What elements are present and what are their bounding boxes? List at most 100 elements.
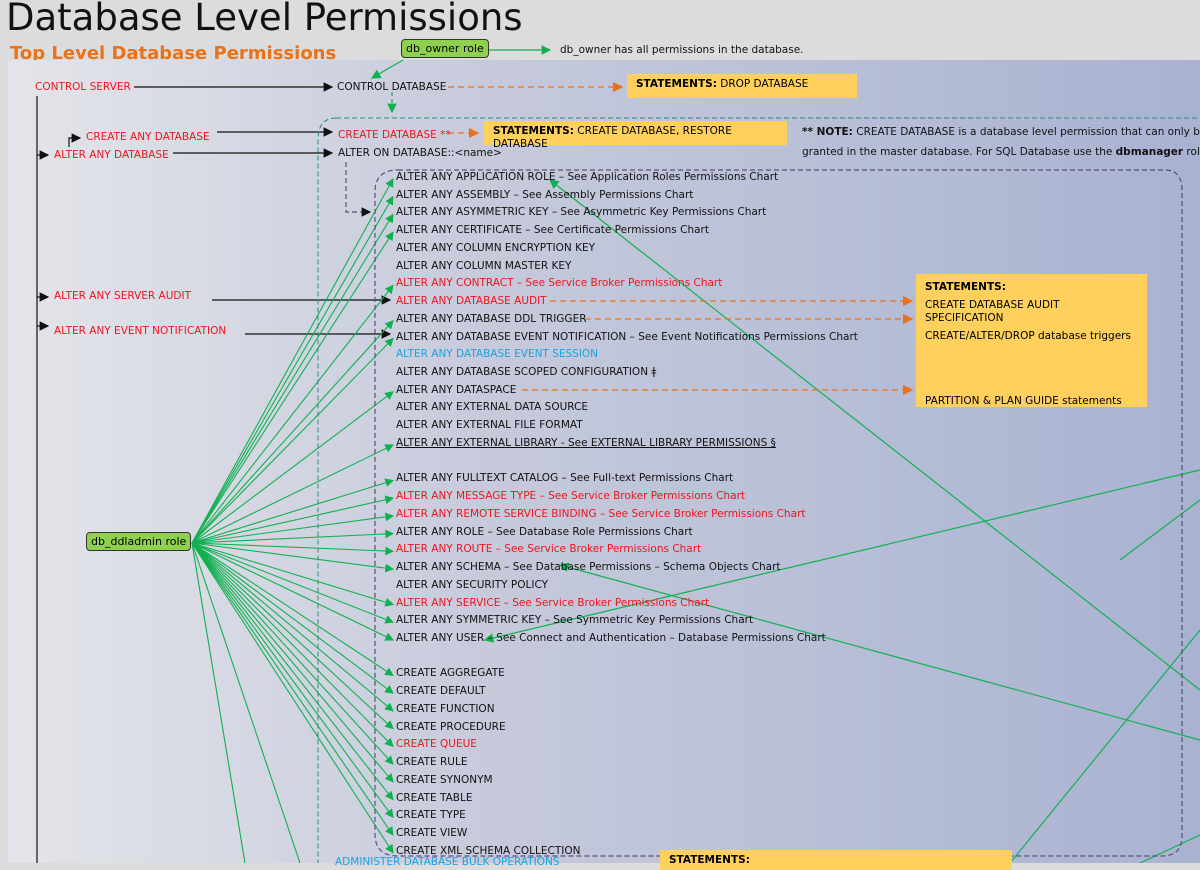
ddladmin-arrow — [191, 542, 394, 836]
permission-item: ALTER ANY DATABASE DDL TRIGGER — [396, 312, 587, 325]
permission-item: CREATE TYPE — [396, 809, 466, 822]
permission-item: CREATE DEFAULT — [396, 685, 486, 698]
statements-drop-box: STATEMENTS: DROP DATABASE — [627, 74, 857, 98]
statements-label: STATEMENTS: — [636, 78, 717, 90]
permission-item: ALTER ANY CONTRACT – See Service Broker … — [396, 277, 723, 290]
diagram-panel — [8, 60, 1200, 863]
section-title: Top Level Database Permissions — [10, 43, 337, 64]
permission-item: ALTER ANY COLUMN MASTER KEY — [396, 259, 572, 272]
ddladmin-arrow — [191, 542, 394, 765]
ddladmin-arrow — [191, 542, 394, 748]
db-ddladmin-role: db_ddladmin role — [86, 532, 192, 551]
permission-item: ALTER ANY USER – See Connect and Authent… — [396, 631, 826, 644]
permission-item: CREATE XML SCHEMA COLLECTION — [396, 844, 581, 857]
ddladmin-arrow — [191, 529, 395, 544]
ddladmin-arrow — [191, 542, 394, 694]
statements-audit: CREATE DATABASE AUDIT SPECIFICATION — [925, 299, 1060, 324]
ddladmin-arrow — [191, 231, 394, 544]
note-line-1: ** NOTE: CREATE DATABASE is a database l… — [802, 126, 1200, 139]
create-any-database: CREATE ANY DATABASE — [86, 131, 210, 143]
permission-item: CREATE PROCEDURE — [396, 720, 506, 733]
permission-item: CREATE TABLE — [396, 791, 473, 804]
alter-any-event-notification: ALTER ANY EVENT NOTIFICATION — [54, 325, 227, 337]
ddladmin-arrow — [191, 542, 246, 863]
ddladmin-arrow — [191, 178, 394, 544]
permission-item: ALTER ANY EXTERNAL LIBRARY - See EXTERNA… — [396, 436, 776, 449]
permission-item: ALTER ANY DATABASE AUDIT — [396, 295, 547, 308]
ddladmin-arrow — [191, 542, 394, 854]
alter-on-database: ALTER ON DATABASE::<name> — [338, 147, 502, 159]
statements-partition: PARTITION & PLAN GUIDE statements — [925, 395, 1122, 407]
page-title: Database Level Permissions — [6, 0, 523, 39]
statements-label: STATEMENTS: — [493, 125, 574, 137]
permission-item: ALTER ANY ROUTE – See Service Broker Per… — [396, 543, 702, 556]
permission-item: ALTER ANY EXTERNAL DATA SOURCE — [396, 401, 589, 414]
permission-item: ALTER ANY SERVICE – See Service Broker P… — [396, 596, 710, 609]
permission-item: ALTER ANY CERTIFICATE – See Certificate … — [396, 224, 709, 237]
ddladmin-arrow — [191, 542, 395, 607]
permission-item: ALTER ANY DATABASE EVENT NOTIFICATION – … — [396, 330, 858, 343]
ddladmin-arrow — [191, 444, 394, 544]
statements-create-box: STATEMENTS: CREATE DATABASE, RESTORE DAT… — [484, 121, 787, 150]
note-label: ** NOTE: — [802, 126, 853, 138]
ddladmin-arrow — [191, 542, 394, 677]
permission-item: ALTER ANY APPLICATION ROLE – See Applica… — [396, 171, 779, 183]
permission-item: ALTER ANY ASSEMBLY – See Assembly Permis… — [396, 188, 694, 201]
statements-audit-box: STATEMENTS: CREATE DATABASE AUDIT SPECIF… — [916, 274, 1147, 407]
ddladmin-arrow — [191, 195, 394, 544]
control-database: CONTROL DATABASE — [337, 81, 447, 93]
db-owner-role: db_owner role — [401, 39, 489, 58]
permission-item: ALTER ANY FULLTEXT CATALOG – See Full-te… — [396, 472, 734, 485]
ddladmin-arrow — [191, 320, 394, 544]
ddladmin-arrow — [191, 542, 395, 573]
note-line-2: granted in the master database. For SQL … — [802, 146, 1200, 159]
ddladmin-arrow — [191, 542, 394, 801]
ddladmin-arrow — [191, 512, 395, 544]
permission-item: CREATE QUEUE — [396, 738, 477, 751]
permission-item: ALTER ANY COLUMN ENCRYPTION KEY — [396, 241, 596, 254]
ddladmin-arrow — [191, 542, 394, 819]
permission-item: CREATE VIEW — [396, 827, 468, 839]
permission-item: ALTER ANY ASYMMETRIC KEY – See Asymmetri… — [396, 206, 767, 219]
permission-item: ALTER ANY ROLE – See Database Role Permi… — [396, 525, 693, 538]
ddladmin-arrow — [191, 213, 394, 544]
ddladmin-arrow — [191, 542, 394, 641]
ddladmin-arrow — [191, 542, 395, 556]
alter-any-server-audit: ALTER ANY SERVER AUDIT — [54, 290, 191, 302]
statements-triggers: CREATE/ALTER/DROP database triggers — [925, 330, 1131, 342]
note-text: granted in the master database. For SQL … — [802, 146, 1116, 158]
create-database: CREATE DATABASE ** — [338, 129, 451, 141]
db-owner-note: db_owner has all permissions in the data… — [560, 44, 804, 56]
permission-item: CREATE SYNONYM — [396, 773, 493, 786]
statements-label: STATEMENTS: — [669, 854, 750, 866]
permission-item: ALTER ANY DATASPACE — [396, 383, 517, 396]
ddladmin-arrow — [191, 391, 394, 544]
permission-item: ALTER ANY SECURITY POLICY — [396, 578, 549, 591]
alter-any-database: ALTER ANY DATABASE — [54, 149, 169, 161]
note-dbmanager: dbmanager — [1115, 146, 1184, 158]
ddladmin-arrow — [191, 337, 394, 544]
permission-item: ALTER ANY REMOTE SERVICE BINDING – See S… — [396, 507, 806, 520]
permission-item: CREATE RULE — [396, 756, 468, 769]
ddladmin-arrow — [191, 542, 394, 712]
statements-create: CREATE DATABASE, RESTORE DATABASE — [493, 125, 732, 150]
statements-label: STATEMENTS: — [925, 281, 1006, 293]
statements-bottom-box: STATEMENTS: — [660, 850, 1012, 870]
note-text: CREATE DATABASE is a database level perm… — [856, 126, 1200, 138]
permission-item: ALTER ANY SYMMETRIC KEY – See Symmetric … — [396, 614, 754, 627]
control-server: CONTROL SERVER — [35, 81, 131, 93]
permission-item: ALTER ANY DATABASE EVENT SESSION — [396, 348, 599, 361]
note-text: role. — [1186, 146, 1200, 158]
statements-drop: DROP DATABASE — [720, 78, 809, 90]
permission-item: ALTER ANY DATABASE SCOPED CONFIGURATION … — [396, 366, 657, 379]
ddladmin-arrow — [191, 542, 394, 730]
ddladmin-arrow — [191, 542, 394, 783]
ddladmin-arrow — [191, 542, 395, 624]
ddladmin-arrow — [191, 495, 395, 544]
permission-item: ALTER ANY MESSAGE TYPE – See Service Bro… — [396, 490, 745, 503]
ddladmin-arrow — [191, 478, 395, 544]
ddladmin-arrow — [191, 284, 394, 544]
permission-item: CREATE FUNCTION — [396, 702, 495, 715]
permission-item: ALTER ANY SCHEMA – See Database Permissi… — [396, 561, 781, 574]
